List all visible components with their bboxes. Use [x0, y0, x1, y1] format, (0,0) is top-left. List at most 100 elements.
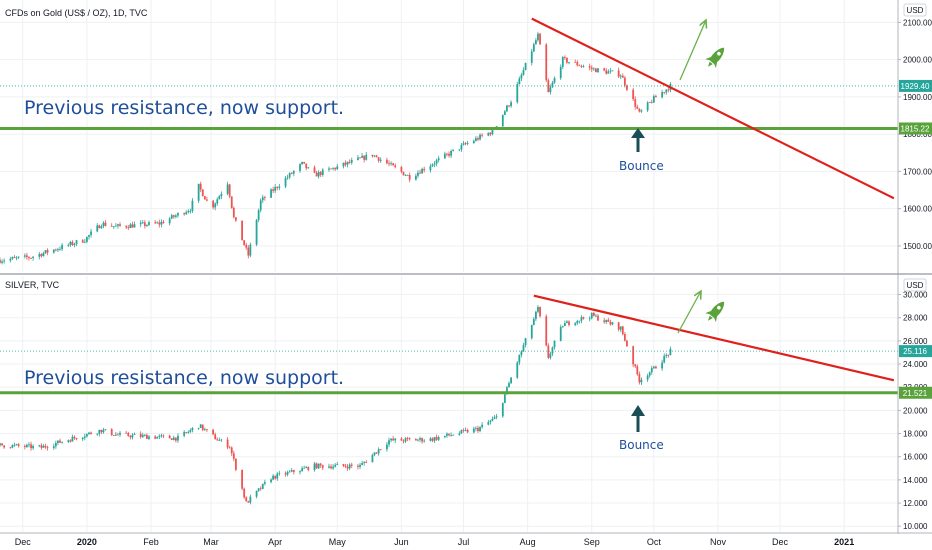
- candle-body: [315, 172, 318, 177]
- silver-currency-box[interactable]: [903, 278, 927, 292]
- x-tick-label: 2020: [77, 537, 97, 547]
- candle-body: [530, 325, 533, 339]
- candle-body: [359, 464, 361, 467]
- candle-body: [40, 254, 43, 257]
- candle-body: [230, 196, 233, 208]
- candle-body: [154, 222, 157, 224]
- y-tick-label: 10.000: [903, 522, 928, 531]
- candle-body: [13, 444, 16, 446]
- resistance-trendline[interactable]: [531, 17, 895, 200]
- candle-body: [479, 134, 481, 140]
- candle-body: [375, 155, 378, 158]
- candle-body: [640, 379, 643, 383]
- candle-body: [408, 438, 411, 440]
- candle-body: [386, 159, 388, 164]
- up-arrow-icon: [631, 128, 645, 152]
- candle-body: [148, 436, 150, 439]
- candle-body: [431, 164, 434, 167]
- candle-body: [100, 226, 103, 229]
- x-tick-label: Nov: [710, 537, 727, 547]
- candle-body: [574, 61, 577, 63]
- candle-body: [44, 445, 47, 448]
- y-tick-label: 12.000: [903, 499, 928, 508]
- candle-body: [361, 155, 363, 158]
- candle-body: [458, 433, 461, 435]
- candle-body: [234, 217, 237, 221]
- candle-body: [319, 463, 322, 466]
- candle-body: [206, 199, 208, 201]
- candle-body: [230, 447, 233, 454]
- candle-body: [357, 465, 359, 467]
- candle-body: [535, 311, 537, 319]
- candle-body: [621, 75, 624, 78]
- candle-body: [61, 441, 63, 443]
- candle-body: [226, 439, 229, 448]
- candle-body: [154, 436, 157, 439]
- candle-body: [23, 445, 26, 447]
- candle-body: [462, 430, 465, 431]
- candle-body: [603, 320, 606, 323]
- candle-body: [619, 75, 622, 77]
- candle-body: [530, 51, 533, 63]
- candle-body: [520, 74, 523, 79]
- y-tick-label: 24.000: [903, 360, 928, 369]
- candle-body: [590, 312, 593, 319]
- candle-body: [288, 471, 291, 473]
- candle-body: [112, 226, 115, 227]
- silver-support-badge: [899, 386, 932, 399]
- candle-body: [46, 250, 49, 253]
- silver-last-price: 25.116: [903, 347, 927, 356]
- candle-body: [388, 440, 390, 445]
- candle-body: [636, 366, 639, 375]
- candle-body: [472, 428, 475, 433]
- candle-body: [28, 444, 30, 446]
- candle-body: [477, 138, 479, 140]
- candle-body: [174, 437, 177, 441]
- candle-body: [332, 466, 335, 469]
- candle-body: [479, 427, 481, 432]
- candle-body: [373, 155, 376, 157]
- candle-body: [160, 221, 163, 225]
- candle-body: [197, 183, 200, 201]
- candle-body: [365, 154, 368, 160]
- candle-body: [71, 241, 74, 245]
- candle-body: [86, 236, 88, 242]
- candle-body: [117, 224, 119, 226]
- candle-body: [172, 437, 175, 440]
- candle-body: [59, 440, 61, 443]
- gold-currency-box[interactable]: [903, 3, 927, 17]
- candle-body: [75, 240, 78, 244]
- y-tick-label: 2100.00: [903, 18, 932, 27]
- candle-body: [0, 443, 1, 446]
- candle-body: [127, 227, 130, 229]
- candle-body: [131, 224, 134, 228]
- gold-support-badge: [899, 122, 932, 135]
- candle-body: [54, 443, 57, 447]
- candle-body: [11, 445, 14, 448]
- candle-body: [462, 143, 465, 145]
- candle-body: [377, 449, 380, 454]
- candle-body: [568, 321, 570, 326]
- resistance-trendline[interactable]: [533, 294, 895, 382]
- rocket-icon: [705, 47, 725, 69]
- candle-body: [661, 362, 664, 369]
- candle-body: [247, 501, 250, 503]
- candle-body: [183, 213, 186, 215]
- candle-body: [582, 317, 585, 319]
- candle-body: [114, 434, 117, 436]
- gold-bounce-label: Bounce: [619, 159, 664, 173]
- candle-body: [607, 71, 610, 74]
- x-tick-label: Oct: [647, 537, 662, 547]
- candle-body: [348, 464, 351, 469]
- candle-body: [617, 322, 620, 330]
- candle-body: [363, 462, 366, 464]
- candle-body: [460, 144, 463, 150]
- candle-body: [73, 436, 76, 439]
- candle-body: [305, 163, 308, 169]
- y-tick-label: 14.000: [903, 476, 928, 485]
- candle-body: [69, 241, 72, 245]
- silver-chart-title: SILVER, TVC: [5, 280, 60, 290]
- candle-body: [274, 475, 277, 479]
- candle-body: [350, 464, 353, 466]
